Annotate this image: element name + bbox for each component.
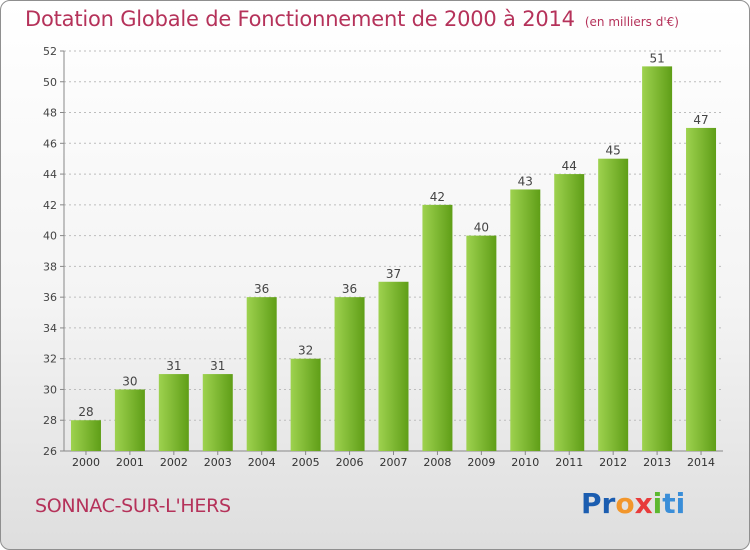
bar: [642, 66, 673, 451]
bar: [686, 127, 717, 451]
y-tick-label: 52: [43, 45, 57, 58]
x-tick-label: 2005: [292, 456, 320, 469]
bar: [290, 358, 321, 451]
bar: [70, 420, 101, 451]
logo-part-4: i: [652, 487, 663, 520]
x-tick-label: 2011: [555, 456, 583, 469]
bar-value-label: 51: [649, 51, 664, 65]
bar-value-label: 43: [518, 174, 533, 188]
x-tick-label: 2003: [204, 456, 232, 469]
bar-value-label: 47: [693, 113, 708, 127]
y-tick-label: 40: [43, 230, 57, 243]
proxiti-logo: Proxiti: [581, 487, 685, 520]
bar: [554, 174, 585, 452]
bar-value-label: 36: [342, 282, 357, 296]
bar: [202, 374, 233, 451]
chart-title: Dotation Globale de Fonctionnement de 20…: [25, 7, 679, 31]
y-tick-label: 46: [43, 137, 57, 150]
bar: [510, 189, 541, 451]
chart-subtitle: (en milliers d'€): [584, 15, 679, 29]
logo-part-2: o: [615, 487, 635, 520]
chart-title-text: Dotation Globale de Fonctionnement de 20…: [25, 7, 575, 31]
axis-layer: 26 28 30 32 34 36 38 40 42 44 46 48 50 52 2000 2001 2002…: [43, 45, 723, 469]
x-tick-label: 2004: [248, 456, 276, 469]
y-tick-label: 34: [43, 322, 57, 335]
logo-part-3: x: [634, 487, 653, 520]
label-layer: 28 30 31 31 36 32 36 37 42 40 43 44 45 51 47: [78, 51, 708, 419]
bar: [422, 204, 453, 451]
x-tick-label: 2013: [643, 456, 671, 469]
bar: [246, 297, 277, 451]
x-tick-label: 2010: [511, 456, 539, 469]
y-tick-label: 26: [43, 445, 57, 458]
y-tick-label: 48: [43, 107, 57, 120]
logo-part-5: ti: [662, 487, 686, 520]
bar: [466, 235, 497, 451]
bar-value-label: 32: [298, 344, 313, 358]
city-name: SONNAC-SUR-L'HERS: [35, 495, 231, 517]
bar-value-label: 45: [606, 144, 621, 158]
y-tick-label: 30: [43, 383, 57, 396]
y-tick-label: 44: [43, 168, 57, 181]
bar: [598, 158, 629, 451]
bar-value-label: 31: [210, 359, 225, 373]
bar: [114, 389, 145, 451]
x-tick-label: 2014: [687, 456, 715, 469]
x-tick-label: 2002: [160, 456, 188, 469]
bar-value-label: 36: [254, 282, 269, 296]
x-tick-label: 2007: [380, 456, 408, 469]
x-tick-label: 2000: [72, 456, 100, 469]
y-tick-label: 42: [43, 199, 57, 212]
bar-value-label: 37: [386, 267, 401, 281]
bar-value-label: 40: [474, 221, 489, 235]
bar: [378, 281, 409, 451]
bar-value-label: 44: [562, 159, 577, 173]
bar: [158, 374, 189, 451]
bar: [334, 297, 365, 451]
y-tick-label: 32: [43, 353, 57, 366]
bar-value-label: 42: [430, 190, 445, 204]
y-tick-label: 36: [43, 291, 57, 304]
y-tick-label: 50: [43, 76, 57, 89]
logo-part-1: Pr: [581, 487, 616, 520]
y-tick-label: 38: [43, 260, 57, 273]
bar-layer: [70, 66, 717, 452]
x-tick-label: 2006: [336, 456, 364, 469]
y-tick-label: 28: [43, 414, 57, 427]
bar-value-label: 31: [166, 359, 181, 373]
x-tick-label: 2001: [116, 456, 144, 469]
x-tick-label: 2008: [423, 456, 451, 469]
bar-value-label: 28: [78, 405, 93, 419]
bar-value-label: 30: [122, 374, 137, 388]
x-tick-label: 2012: [599, 456, 627, 469]
x-tick-label: 2009: [467, 456, 495, 469]
